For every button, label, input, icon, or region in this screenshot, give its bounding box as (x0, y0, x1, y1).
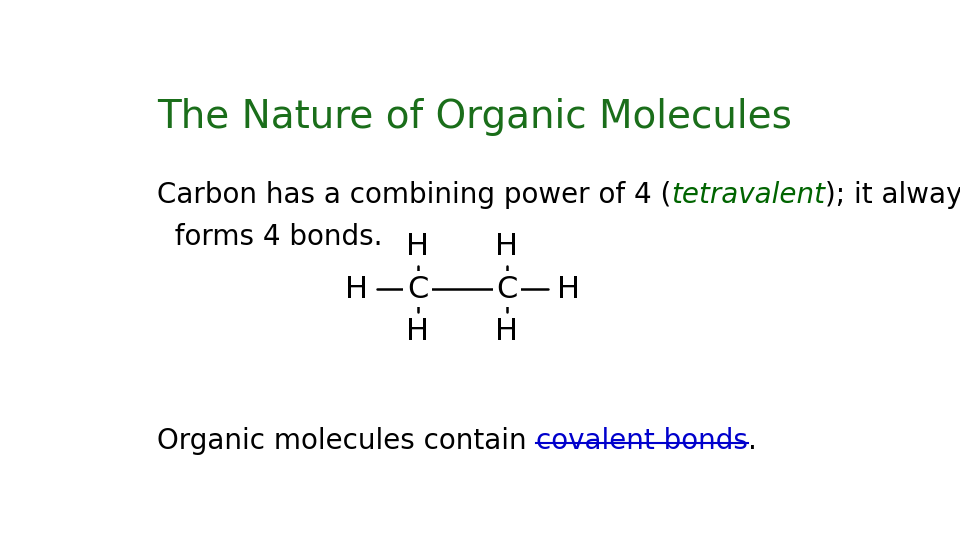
Text: H: H (406, 317, 429, 346)
Text: C: C (496, 275, 517, 304)
Text: .: . (748, 427, 756, 455)
Text: covalent bonds: covalent bonds (536, 427, 748, 455)
Text: H: H (557, 275, 580, 304)
Text: C: C (407, 275, 428, 304)
Text: Carbon has a combining power of 4 (: Carbon has a combining power of 4 ( (157, 181, 671, 209)
Text: H: H (495, 317, 518, 346)
Text: H: H (406, 233, 429, 261)
Text: tetravalent: tetravalent (671, 181, 826, 209)
Text: ); it always: ); it always (826, 181, 960, 209)
Text: The Nature of Organic Molecules: The Nature of Organic Molecules (157, 98, 792, 136)
Text: Organic molecules contain: Organic molecules contain (157, 427, 536, 455)
Text: forms 4 bonds.: forms 4 bonds. (157, 223, 383, 251)
Text: H: H (345, 275, 368, 304)
Text: H: H (495, 233, 518, 261)
